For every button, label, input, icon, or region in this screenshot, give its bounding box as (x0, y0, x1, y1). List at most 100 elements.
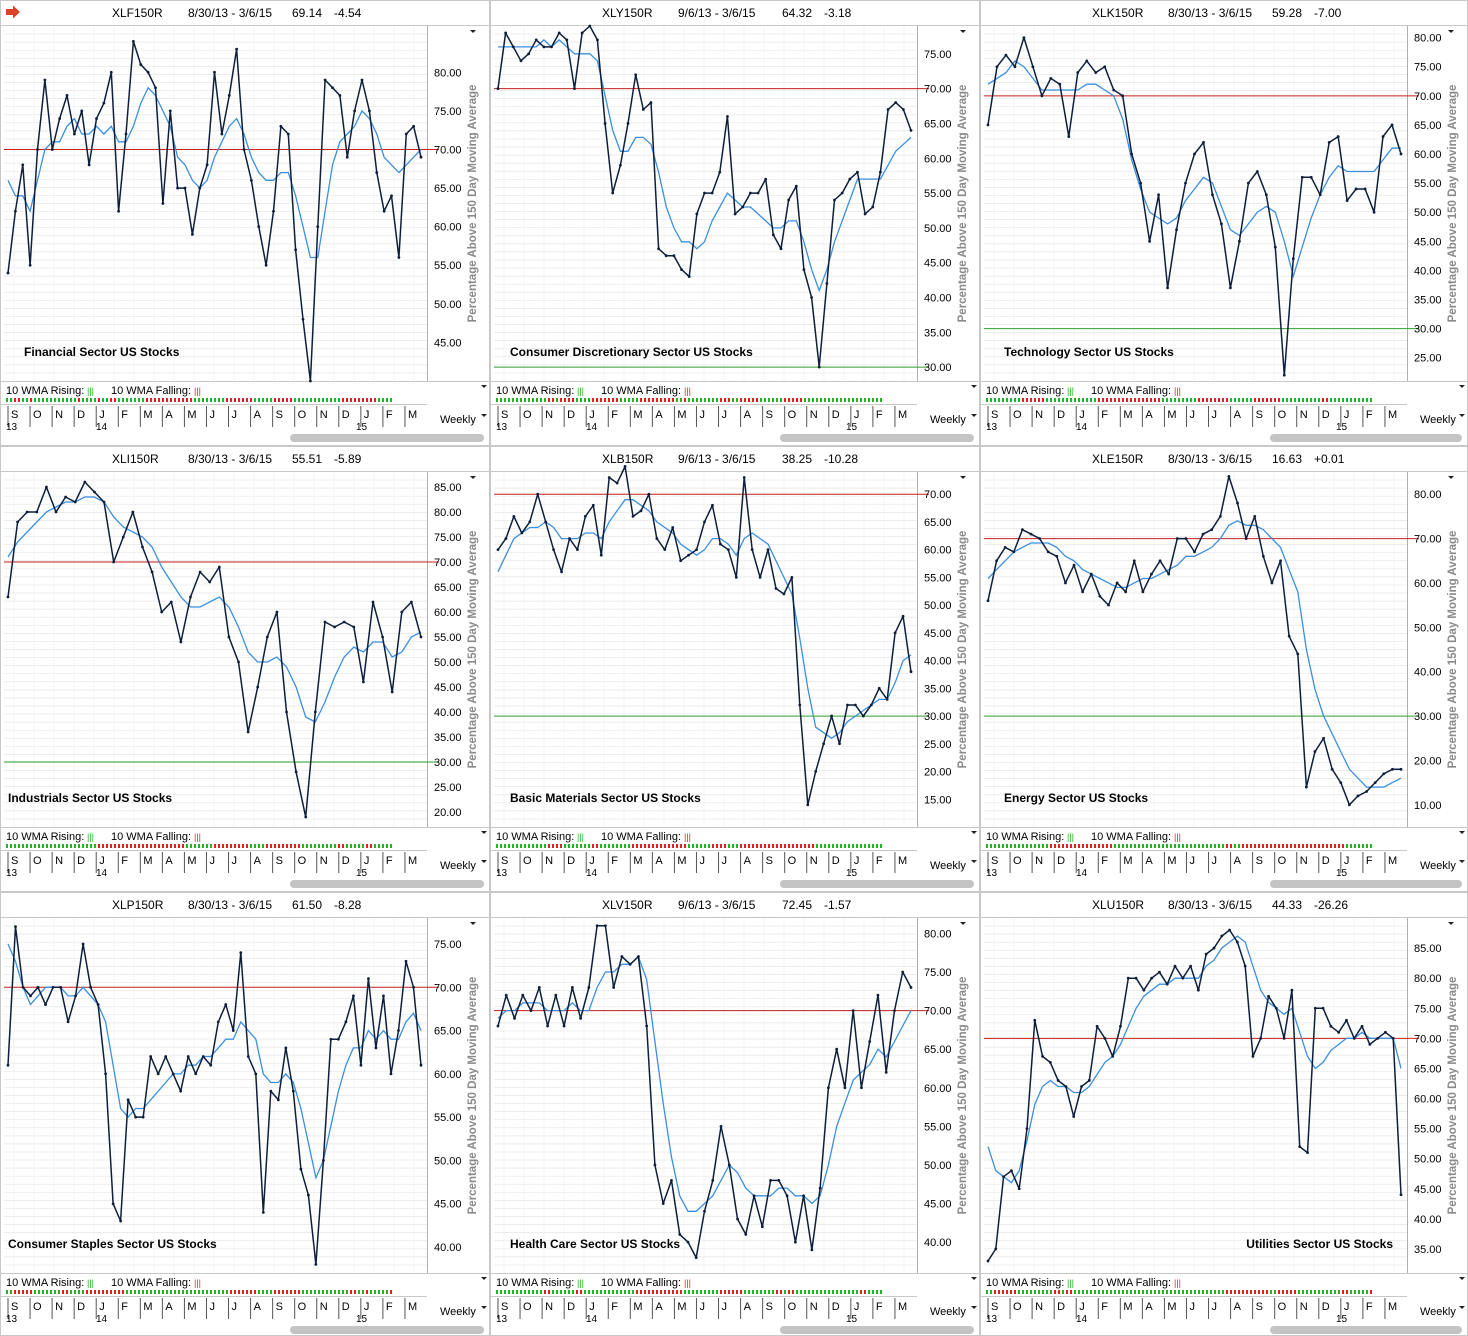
indicator-menu-icon[interactable] (971, 831, 977, 834)
chart-panel-xle150r[interactable]: XLE150R 8/30/13 - 3/6/15 16.63 +0.01 10.00 20… (980, 446, 1468, 892)
scroll-down-icon[interactable] (470, 30, 476, 33)
trend-dot (1190, 844, 1192, 848)
month-label: F (121, 855, 128, 867)
data-point (562, 1024, 566, 1028)
trend-dot (210, 844, 212, 848)
trend-dot (338, 398, 340, 402)
horizontal-scrollbar[interactable] (1270, 1326, 1462, 1334)
scroll-down-icon[interactable] (1448, 476, 1454, 479)
scroll-down-icon[interactable] (470, 476, 476, 479)
year-label: 15 (1336, 1314, 1348, 1325)
month-label: F (1366, 409, 1373, 421)
period-menu-icon[interactable] (971, 1306, 977, 1309)
chart-panel-xlb150r[interactable]: XLB150R 9/6/13 - 3/6/15 38.25 -10.28 15.00 20… (490, 446, 980, 892)
scroll-down-icon[interactable] (1448, 30, 1454, 33)
chart-panel-xly150r[interactable]: XLY150R 9/6/13 - 3/6/15 64.32 -3.18 30.00 35.… (490, 0, 980, 446)
month-label: M (677, 855, 686, 867)
data-point (1111, 1054, 1115, 1058)
scroll-down-icon[interactable] (470, 922, 476, 925)
trend-dot (246, 1290, 248, 1294)
trend-dot (1050, 398, 1052, 402)
trend-dot (668, 398, 670, 402)
scroll-down-icon[interactable] (960, 30, 966, 33)
month-label: M (633, 1301, 642, 1313)
indicator-menu-icon[interactable] (971, 385, 977, 388)
indicator-menu-icon[interactable] (481, 385, 487, 388)
data-point (504, 993, 508, 997)
trend-dot (62, 398, 64, 402)
scroll-down-icon[interactable] (1448, 922, 1454, 925)
indicator-menu-icon[interactable] (481, 1277, 487, 1280)
period-menu-icon[interactable] (481, 1306, 487, 1309)
period-menu-icon[interactable] (1459, 1306, 1465, 1309)
period-menu-icon[interactable] (971, 414, 977, 417)
horizontal-scrollbar[interactable] (780, 434, 974, 442)
data-point (231, 1029, 235, 1032)
horizontal-scrollbar[interactable] (780, 1326, 974, 1334)
trend-dot (496, 1290, 498, 1294)
horizontal-scrollbar[interactable] (1270, 880, 1462, 888)
red-right-arrow-icon[interactable] (6, 5, 20, 19)
month-label: M (408, 1301, 417, 1313)
trend-dot (496, 398, 498, 402)
last-value: 16.63 (1272, 452, 1302, 466)
data-point (25, 510, 29, 514)
horizontal-scrollbar[interactable] (290, 880, 484, 888)
data-point (1048, 1061, 1052, 1064)
trend-dot (520, 1290, 522, 1294)
period-menu-icon[interactable] (1459, 860, 1465, 863)
period-menu-icon[interactable] (971, 860, 977, 863)
chart-panel-xlk150r[interactable]: XLK150R 8/30/13 - 3/6/15 59.28 -7.00 25.00 30… (980, 0, 1468, 446)
chart-panel-xlf150r[interactable]: XLF150R 8/30/13 - 3/6/15 69.14 -4.54 45.00 50… (0, 0, 490, 446)
horizontal-scrollbar[interactable] (290, 434, 484, 442)
indicator-menu-icon[interactable] (481, 831, 487, 834)
scroll-down-icon[interactable] (960, 476, 966, 479)
trend-dot (872, 1290, 874, 1294)
trend-dot (1342, 1290, 1344, 1294)
period-menu-icon[interactable] (481, 860, 487, 863)
chart-panel-xlv150r[interactable]: XLV150R 9/6/13 - 3/6/15 72.45 -1.57 40.00 45.… (490, 892, 980, 1336)
trend-dot (274, 844, 276, 848)
trend-dot (672, 844, 674, 848)
trend-dot (1046, 398, 1048, 402)
period-menu-icon[interactable] (1459, 414, 1465, 417)
trend-dot (114, 398, 116, 402)
data-point (1072, 563, 1076, 567)
trend-dot (1106, 1290, 1108, 1294)
period-menu-icon[interactable] (481, 414, 487, 417)
trend-dot (620, 1290, 622, 1294)
trend-dot (1086, 398, 1088, 402)
trend-dot (860, 844, 862, 848)
trend-dot (226, 844, 228, 848)
trend-dot (708, 1290, 710, 1294)
indicator-menu-icon[interactable] (971, 1277, 977, 1280)
data-point (1347, 803, 1351, 807)
month-label: D (1322, 855, 1330, 867)
data-point (750, 548, 754, 552)
chart-panel-xlp150r[interactable]: XLP150R 8/30/13 - 3/6/15 61.50 -8.28 40.00 45… (0, 892, 490, 1336)
indicator-menu-icon[interactable] (1459, 1277, 1465, 1280)
horizontal-scrollbar[interactable] (780, 880, 974, 888)
month-label: N (810, 409, 818, 421)
trend-dot (310, 844, 312, 848)
month-label: O (1278, 409, 1287, 421)
y-tick-label: 70.00 (1414, 1033, 1442, 1045)
horizontal-scrollbar[interactable] (290, 1326, 484, 1334)
y-tick-label: 70.00 (434, 557, 462, 569)
trend-dot (322, 1290, 324, 1294)
y-axis-title: Percentage Above 150 Day Moving Average (1447, 977, 1459, 1215)
horizontal-scrollbar[interactable] (1270, 434, 1462, 442)
period-label: Weekly (1420, 860, 1456, 872)
trend-dot (668, 844, 670, 848)
chart-panel-xli150r[interactable]: XLI150R 8/30/13 - 3/6/15 55.51 -5.89 20.00 25… (0, 446, 490, 892)
trend-dot (1082, 1290, 1084, 1294)
month-label: M (143, 855, 152, 867)
indicator-menu-icon[interactable] (1459, 385, 1465, 388)
indicator-menu-icon[interactable] (1459, 831, 1465, 834)
chart-panel-xlu150r[interactable]: XLU150R 8/30/13 - 3/6/15 44.33 -26.26 35.00 4… (980, 892, 1468, 1336)
scroll-down-icon[interactable] (960, 922, 966, 925)
trend-dot (130, 1290, 132, 1294)
data-point (1227, 475, 1231, 478)
trend-dot (1006, 398, 1008, 402)
year-label: 14 (586, 1314, 598, 1325)
